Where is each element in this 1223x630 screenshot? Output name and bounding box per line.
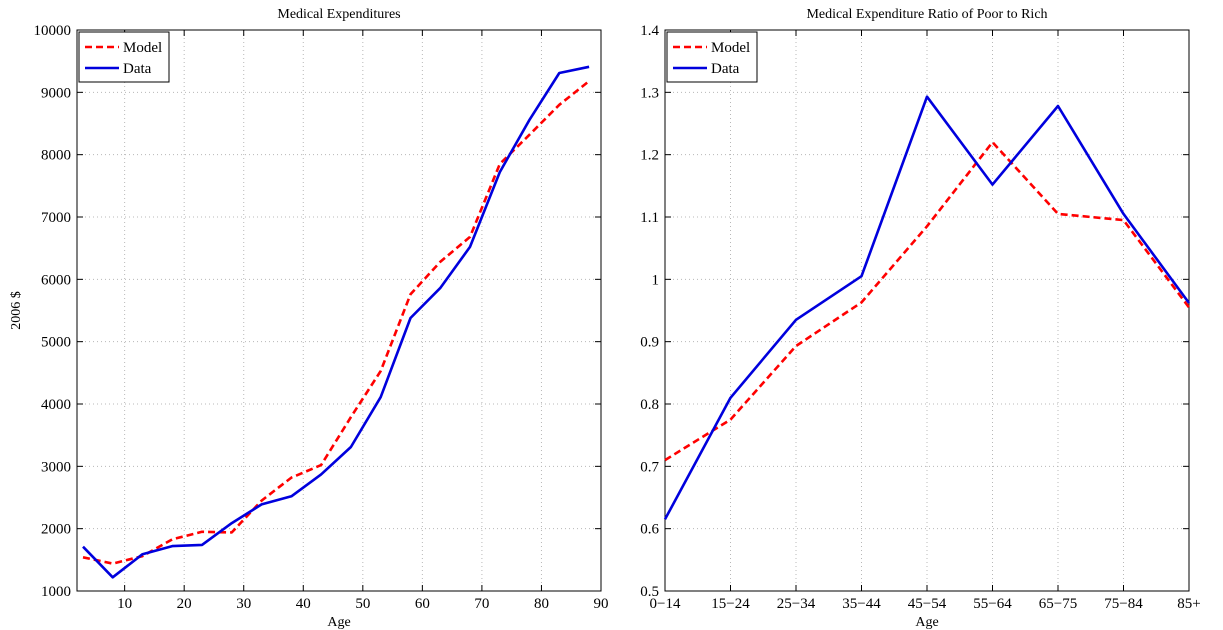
left-model-series-line (82, 80, 590, 565)
right-x-tick-label: 75−84 (1104, 596, 1143, 612)
right-legend-data-label: Data (711, 61, 740, 77)
right-x-tick-label: 45−54 (908, 596, 947, 612)
right-y-tick-label: 1 (652, 272, 660, 288)
right-model-series-line (664, 140, 1191, 462)
right-chart-title: Medical Expenditure Ratio of Poor to Ric… (806, 7, 1047, 22)
left-chart: 10 20 30 40 50 60 70 80 90 1000 2000 3000 4000 5000 60… (9, 7, 609, 630)
left-x-axis-label: Age (327, 615, 350, 630)
left-x-tick-label: 30 (236, 596, 251, 612)
right-legend-model-label: Model (711, 40, 750, 56)
right-x-tick-label: 0−14 (650, 596, 681, 612)
left-x-tick-label: 70 (474, 596, 489, 612)
left-y-tick-label: 6000 (41, 272, 71, 288)
right-x-tick-label: 15−24 (711, 596, 750, 612)
left-legend: Model Data (78, 31, 170, 83)
left-y-axis-label: 2006 $ (9, 291, 24, 330)
left-y-tick-label: 5000 (41, 335, 71, 351)
right-x-tick-label: 85+ (1177, 596, 1200, 612)
right-x-tick-label: 35−44 (842, 596, 881, 612)
left-chart-title: Medical Expenditures (277, 7, 400, 22)
left-legend-model-label: Model (123, 40, 162, 56)
right-y-tick-label: 1.3 (640, 85, 659, 101)
left-x-tick-label: 60 (415, 596, 430, 612)
left-x-tick-label: 50 (355, 596, 370, 612)
left-x-tick-label: 20 (177, 596, 192, 612)
right-x-axis-label: Age (915, 615, 938, 630)
left-y-tick-label: 9000 (41, 85, 71, 101)
right-x-tick-label: 25−34 (777, 596, 816, 612)
right-axes-box (664, 29, 1190, 592)
left-x-tick-label: 90 (594, 596, 609, 612)
right-y-tick-label: 1.1 (640, 210, 659, 226)
right-x-tick-label: 55−64 (973, 596, 1012, 612)
left-y-tick-label: 10000 (34, 23, 72, 39)
right-chart: 0−14 15−24 25−34 35−44 45−54 55−64 65−75 75−84 8… (640, 7, 1200, 630)
left-y-tick-label: 3000 (41, 459, 71, 475)
left-y-tick-label: 8000 (41, 148, 71, 164)
right-y-tick-label: 1.2 (640, 148, 659, 164)
right-y-tick-label: 0.9 (640, 335, 659, 351)
right-y-tick-label: 0.6 (640, 522, 659, 538)
right-y-tick-label: 0.5 (640, 584, 659, 600)
left-y-tick-label: 4000 (41, 397, 71, 413)
right-y-tick-label: 1.4 (640, 23, 659, 39)
left-legend-box (78, 31, 170, 83)
right-y-tick-label: 0.7 (640, 459, 659, 475)
left-x-tick-label: 10 (117, 596, 132, 612)
left-y-tick-label: 1000 (41, 584, 71, 600)
left-y-tick-label: 2000 (41, 522, 71, 538)
left-x-tick-label: 40 (296, 596, 311, 612)
right-y-tick-label: 0.8 (640, 397, 659, 413)
left-x-tick-label: 80 (534, 596, 549, 612)
right-legend: Model Data (666, 31, 758, 83)
left-data-series-line (82, 65, 590, 579)
right-x-tick-label: 65−75 (1039, 596, 1077, 612)
left-legend-data-label: Data (123, 61, 152, 77)
left-axes-box (76, 29, 602, 592)
left-y-tick-label: 7000 (41, 210, 71, 226)
right-data-series-line (663, 95, 1191, 520)
right-legend-box (666, 31, 758, 83)
